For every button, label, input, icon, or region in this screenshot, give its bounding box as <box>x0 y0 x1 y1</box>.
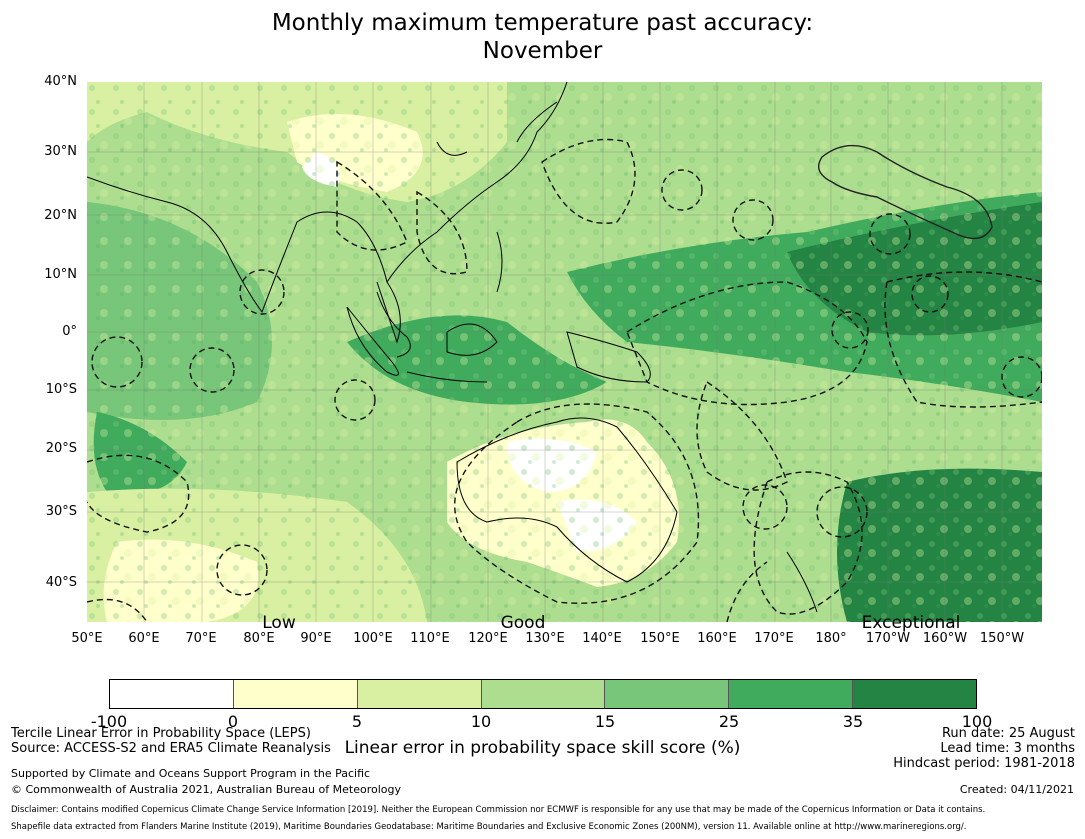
category-label-low: Low <box>262 613 296 633</box>
coast-new-guinea <box>566 331 651 383</box>
colorbar-title: Linear error in probability space skill … <box>344 738 741 758</box>
lat-label: 20°N <box>44 208 77 223</box>
lat-label: 0° <box>62 324 77 339</box>
eez-bay-bengal <box>336 160 408 251</box>
eez-boundaries <box>87 138 1042 622</box>
lat-label: 30°N <box>44 144 77 159</box>
lat-label: 30°S <box>45 504 77 519</box>
coast-java <box>406 371 488 383</box>
colorbar-segment <box>357 680 482 708</box>
lon-label: 170°W <box>865 631 911 646</box>
lat-label: 10°N <box>44 267 77 282</box>
lon-label: 130°E <box>525 631 565 646</box>
colorbar-tick: 100 <box>961 712 993 731</box>
colorbar-segment <box>729 680 854 708</box>
coast-sumatra <box>346 306 399 376</box>
lon-label: 120°E <box>468 631 508 646</box>
lat-label: 10°S <box>45 382 77 397</box>
lon-label: 70°E <box>185 631 217 646</box>
colorbar-tick: 5 <box>351 712 363 731</box>
run-date-text: Run date: 25 August <box>941 726 1075 741</box>
colorbar-tick: -100 <box>90 712 128 731</box>
lon-label: 110°E <box>410 631 450 646</box>
lon-label: 150°E <box>640 631 680 646</box>
eez-circle-3 <box>334 379 376 421</box>
eez-melanesia <box>696 380 788 491</box>
source-text: Source: ACCESS-S2 and ERA5 Climate Reana… <box>11 741 331 756</box>
eez-circle-2 <box>189 347 235 393</box>
shapefile-credit-text: Shapefile data extracted from Flanders M… <box>11 822 967 832</box>
eez-circle-12 <box>816 486 868 538</box>
lead-time-text: Lead time: 3 months <box>940 741 1075 756</box>
disclaimer-text: Disclaimer: Contains modified Copernicus… <box>11 805 986 815</box>
lat-label: 20°S <box>45 441 77 456</box>
lon-label: 140°E <box>582 631 622 646</box>
eez-japan <box>541 138 636 224</box>
hindcast-text: Hindcast period: 1981-2018 <box>893 756 1075 771</box>
skill-map <box>87 82 1042 622</box>
eez-scs <box>416 190 468 275</box>
page-title: Monthly maximum temperature past accurac… <box>271 10 814 36</box>
supported-text: Supported by Climate and Oceans Support … <box>11 767 371 780</box>
coast-japan <box>516 101 558 143</box>
eez-circle-8 <box>869 213 911 255</box>
eez-circle-6 <box>661 169 703 211</box>
map-canvas <box>87 82 1042 622</box>
eez-circle-7 <box>732 199 774 241</box>
lon-label: 150°W <box>979 631 1025 646</box>
category-label-good: Good <box>500 613 546 633</box>
lon-label: 80°E <box>243 631 275 646</box>
eez-new-zealand <box>753 471 863 615</box>
lon-label: 160°E <box>697 631 737 646</box>
lon-label: 160°W <box>922 631 968 646</box>
colorbar-tick: 35 <box>842 712 864 731</box>
colorbar-segment <box>481 680 606 708</box>
coast-taiwan <box>436 141 468 156</box>
map-grid <box>87 82 1042 622</box>
eez-indian-south <box>87 454 190 533</box>
lon-label: 60°E <box>128 631 160 646</box>
copyright-text: © Commonwealth of Australia 2021, Austra… <box>11 783 401 796</box>
coast-australia <box>456 417 678 583</box>
eez-south-west <box>87 598 148 622</box>
skill-field-texture <box>87 82 1042 622</box>
coast-philippines <box>496 231 503 293</box>
lon-label: 100°E <box>353 631 393 646</box>
colorbar-tick: 10 <box>470 712 492 731</box>
coastlines <box>87 82 818 613</box>
colorbar-segment <box>853 680 977 708</box>
eez-australia <box>453 403 700 604</box>
lat-label: 40°N <box>44 74 77 89</box>
colorbar-segment <box>233 680 358 708</box>
page-subtitle: November <box>482 38 603 64</box>
lon-label: 50°E <box>71 631 103 646</box>
colorbar-segment <box>110 680 234 708</box>
lat-label: 40°S <box>45 575 77 590</box>
eez-circle-5 <box>216 544 268 596</box>
eez-circle-1 <box>91 336 143 388</box>
eez-circle-9 <box>911 275 949 313</box>
lon-label: 170°E <box>754 631 794 646</box>
method-text: Tercile Linear Error in Probability Spac… <box>11 726 311 741</box>
colorbar-tick: 15 <box>594 712 616 731</box>
coast-east-asia <box>386 82 568 283</box>
eez-pacific-west <box>626 281 868 406</box>
colorbar <box>109 679 977 709</box>
coast-malay <box>376 291 411 358</box>
category-label-exceptional: Exceptional <box>861 613 961 633</box>
eez-circle-4 <box>239 269 285 315</box>
coast-new-zealand <box>786 551 818 613</box>
lon-label: 90°E <box>300 631 332 646</box>
colorbar-tick: 25 <box>718 712 740 731</box>
colorbar-segment <box>605 680 730 708</box>
lon-label: 180° <box>815 631 847 646</box>
eez-circle-11 <box>742 484 788 530</box>
coast-south-asia <box>87 176 401 344</box>
colorbar-tick: 0 <box>227 712 239 731</box>
eez-circle-10 <box>831 311 869 349</box>
created-text: Created: 04/11/2021 <box>959 783 1074 796</box>
hawaii-boundary <box>818 144 993 240</box>
coast-borneo <box>446 323 498 356</box>
eez-circle-13 <box>1001 356 1042 398</box>
